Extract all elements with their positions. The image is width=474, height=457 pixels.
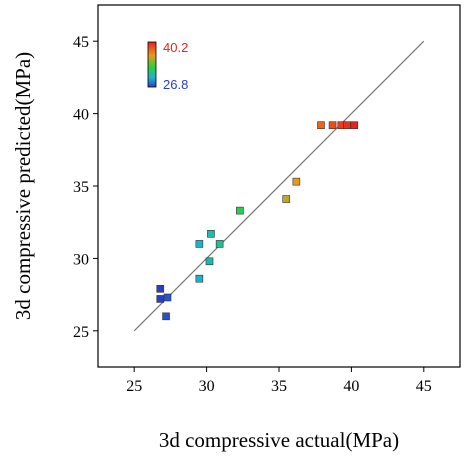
data-points	[156, 121, 359, 321]
data-point	[195, 240, 204, 248]
data-point	[195, 274, 204, 283]
y-tick-label: 40	[73, 107, 89, 124]
data-point	[163, 293, 172, 302]
data-point	[317, 121, 325, 129]
x-axis-title: 3d compressive actual(MPa)	[159, 428, 399, 452]
data-point	[236, 206, 244, 215]
y-axis-ticks: 25 30 35 40 45	[73, 34, 98, 341]
x-tick-label: 40	[343, 378, 359, 395]
data-point	[156, 295, 165, 303]
data-point	[207, 229, 215, 238]
y-tick-label: 30	[73, 251, 89, 268]
colorbar-max-label: 40.2	[163, 40, 188, 55]
colorbar	[147, 41, 157, 88]
y-axis-title: 3d compressive predicted(MPa)	[11, 52, 35, 320]
x-tick-label: 30	[199, 378, 215, 395]
data-point	[205, 257, 214, 266]
colorbar-legend: 40.2 26.8	[147, 40, 188, 92]
y-tick-label: 45	[73, 34, 89, 51]
data-point	[215, 240, 224, 248]
x-tick-label: 45	[416, 378, 432, 395]
y-tick-label: 35	[73, 179, 89, 196]
x-axis-ticks: 25 30 35 40 45	[126, 367, 432, 395]
data-point	[343, 121, 351, 129]
data-point	[282, 195, 291, 203]
x-tick-label: 25	[126, 378, 142, 395]
colorbar-min-label: 26.8	[163, 77, 188, 92]
x-tick-label: 35	[271, 378, 287, 395]
data-point	[328, 121, 337, 129]
y-tick-label: 25	[73, 324, 89, 341]
data-point	[156, 285, 165, 293]
data-point	[162, 312, 170, 321]
data-point	[350, 121, 359, 129]
reference-line	[133, 40, 425, 332]
data-point	[292, 177, 301, 186]
